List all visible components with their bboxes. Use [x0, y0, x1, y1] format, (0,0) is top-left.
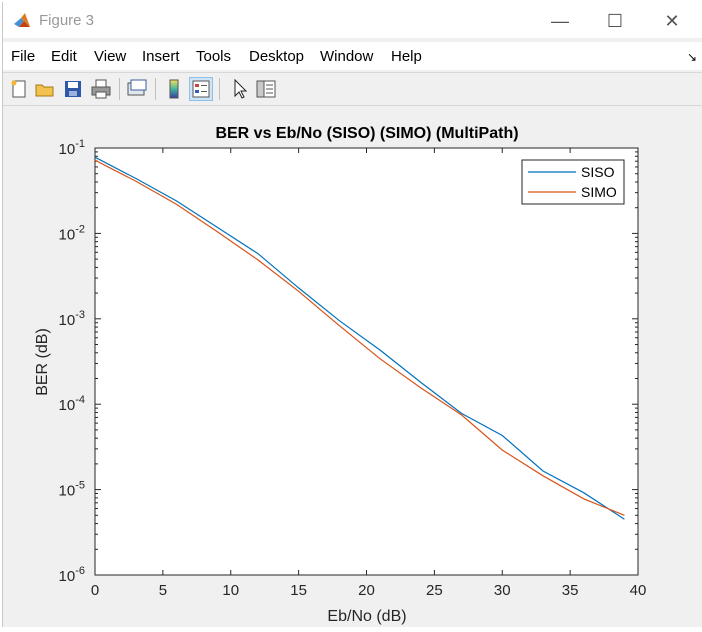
save-icon[interactable] [61, 77, 85, 101]
ber-chart[interactable]: 0 5 10 15 20 25 30 35 40 10-1 10-2 10-3 10-4 10-5 10-6… [3, 106, 702, 627]
new-figure-icon[interactable] [7, 77, 31, 101]
legend-siso-label: SISO [581, 164, 615, 180]
window-title: Figure 3 [39, 12, 95, 29]
y-tick-label: 10-6 [59, 565, 85, 585]
toolbar-separator [155, 78, 156, 100]
colorbar-icon[interactable] [162, 77, 186, 101]
legend-icon[interactable] [189, 77, 213, 101]
menu-file[interactable]: File [11, 48, 36, 65]
legend[interactable]: SISO SIMO [521, 159, 625, 205]
y-tick-label: 10-5 [59, 480, 85, 500]
x-tick-label: 15 [290, 582, 307, 599]
x-tick-label: 5 [159, 582, 167, 599]
y-tick-label: 10-1 [59, 138, 85, 158]
menu-insert[interactable]: Insert [142, 48, 180, 65]
print-icon[interactable] [89, 77, 113, 101]
menu-bar: File Edit View Insert Tools Desktop Wind… [3, 42, 702, 70]
legend-simo-label: SIMO [581, 184, 617, 200]
toolbar-separator [119, 78, 120, 100]
x-axis-label: Eb/No (dB) [327, 608, 406, 625]
title-bar[interactable]: Figure 3 — ☐ ✕ [3, 2, 702, 38]
y-axis-label: BER (dB) [34, 328, 51, 396]
plot-area [94, 147, 639, 576]
menu-view[interactable]: View [94, 48, 127, 65]
minimize-button[interactable]: — [551, 11, 569, 31]
maximize-button[interactable]: ☐ [606, 11, 624, 31]
x-tick-label: 0 [91, 582, 99, 599]
chart-title: BER vs Eb/No (SISO) (SIMO) (MultiPath) [215, 125, 518, 142]
toolbar-separator [219, 78, 220, 100]
x-tick-label: 40 [630, 582, 647, 599]
menu-desktop[interactable]: Desktop [249, 48, 305, 65]
toolbar [3, 72, 702, 106]
link-plot-icon[interactable] [125, 77, 149, 101]
x-tick-label: 20 [358, 582, 375, 599]
y-tick-label: 10-2 [59, 223, 85, 243]
legend-box [521, 159, 625, 205]
menu-window[interactable]: Window [320, 48, 374, 65]
x-tick-label: 25 [426, 582, 443, 599]
menu-edit[interactable]: Edit [51, 48, 77, 65]
menu-tools[interactable]: Tools [196, 48, 232, 65]
open-file-icon[interactable] [33, 77, 57, 101]
y-tick-label: 10-3 [59, 309, 85, 329]
x-tick-label: 35 [562, 582, 579, 599]
x-tick-label: 30 [494, 582, 511, 599]
menu-help[interactable]: Help [391, 48, 422, 65]
dock-arrow-icon[interactable]: ↘ [686, 50, 697, 64]
y-tick-label: 10-4 [59, 394, 85, 414]
property-inspector-icon[interactable] [254, 77, 278, 101]
matlab-logo-icon [13, 12, 31, 30]
x-tick-label: 10 [222, 582, 239, 599]
series-line-simo [94, 159, 625, 516]
figure-canvas: 0 5 10 15 20 25 30 35 40 10-1 10-2 10-3 10-4 10-5 10-6… [3, 106, 702, 627]
close-button[interactable]: ✕ [664, 11, 680, 31]
pointer-icon[interactable] [227, 77, 251, 101]
series-line-siso [94, 156, 625, 520]
